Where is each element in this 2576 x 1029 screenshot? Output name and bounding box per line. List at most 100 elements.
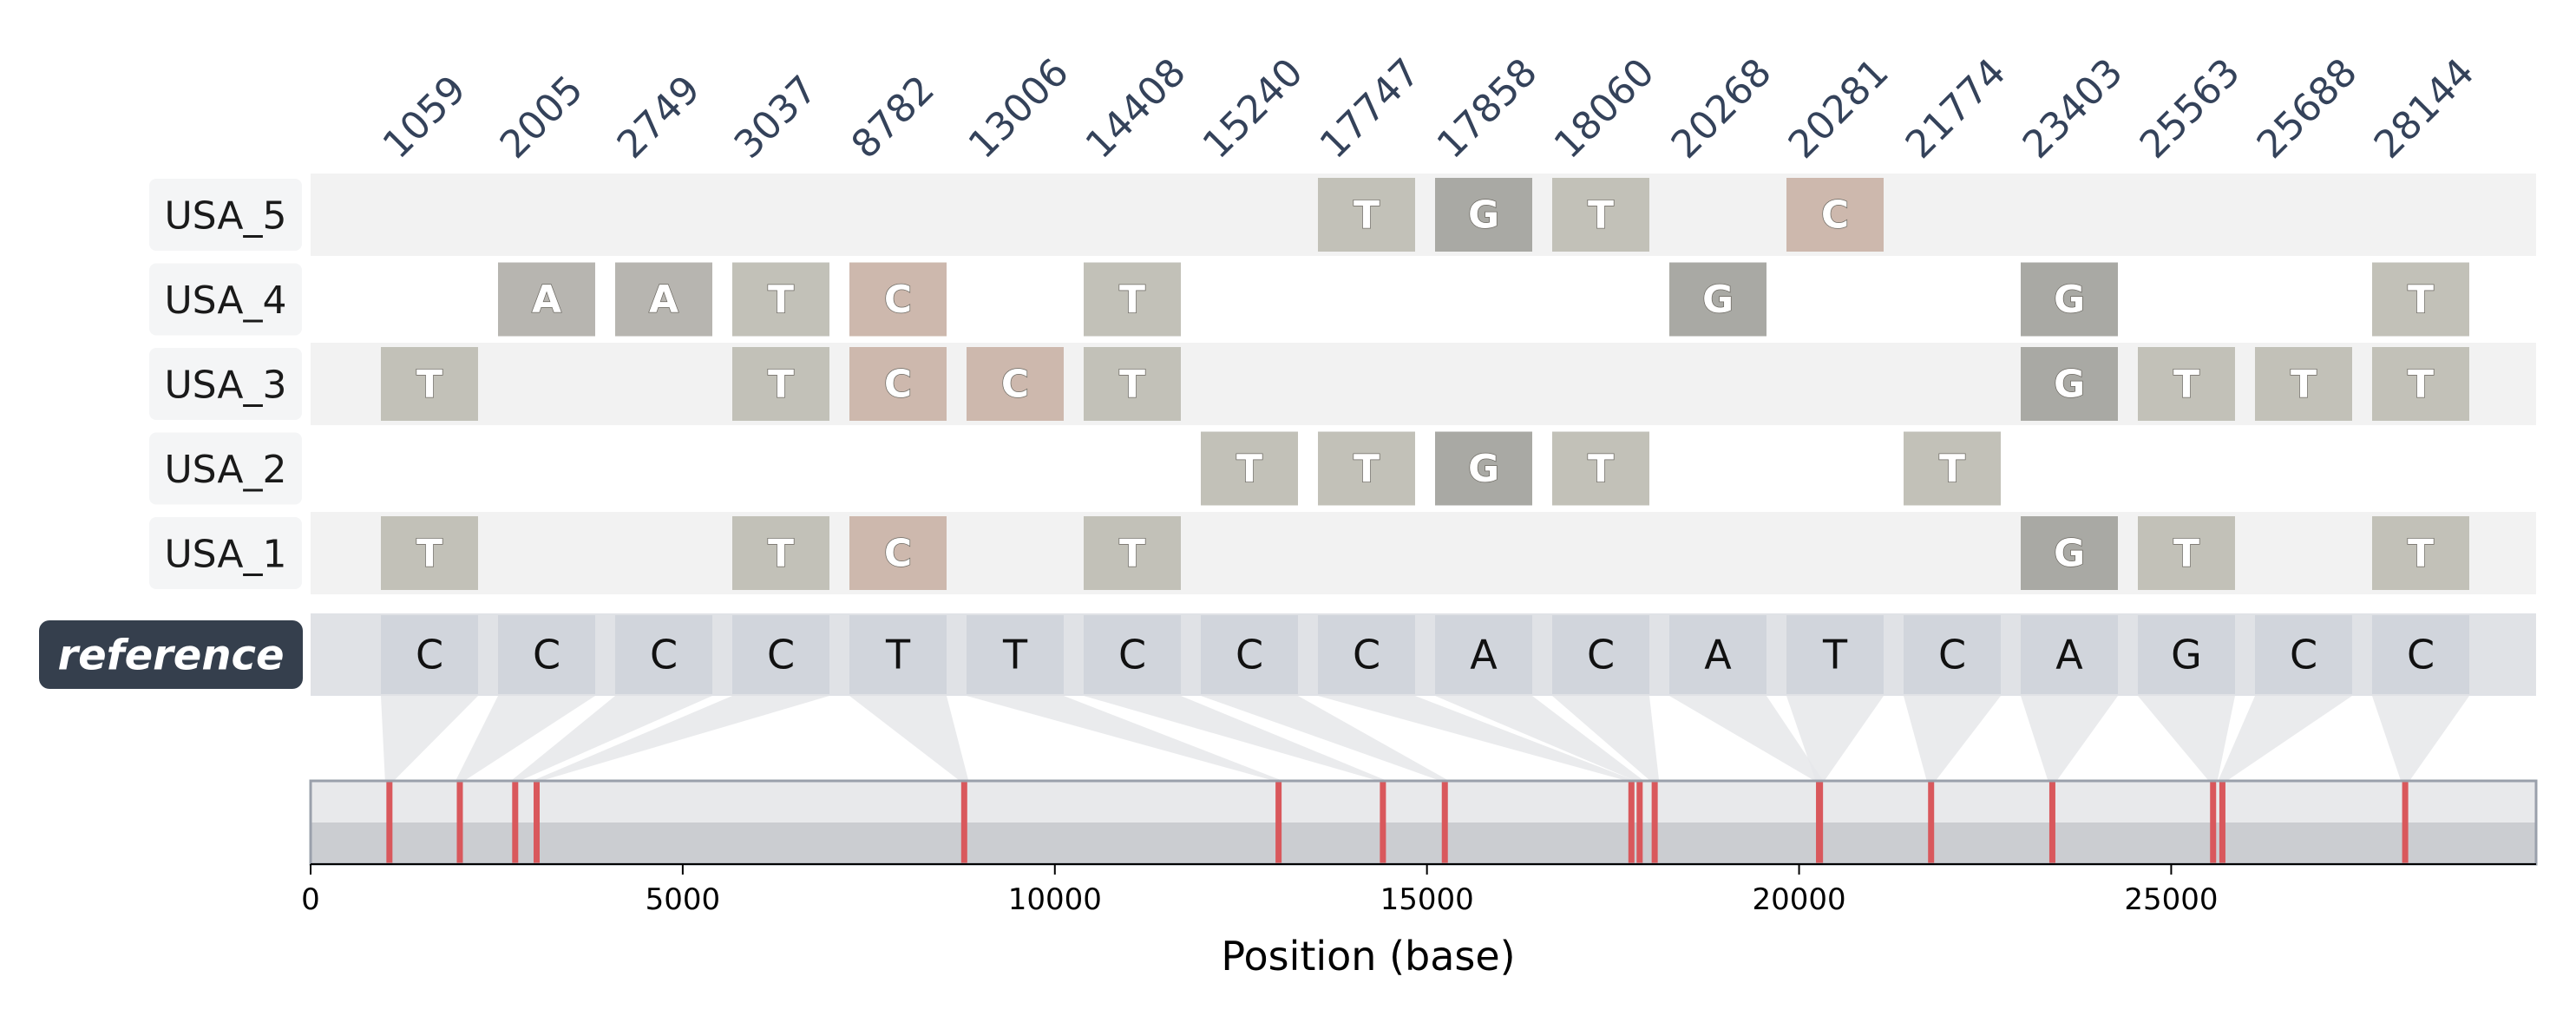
variant-cell xyxy=(732,262,829,337)
connector-17747 xyxy=(1318,696,1636,781)
connector-18060 xyxy=(1552,696,1660,781)
variant-base: G xyxy=(2054,363,2085,407)
variant-base: C xyxy=(1821,193,1849,238)
variant-base: T xyxy=(1588,193,1614,238)
variant-cell xyxy=(1318,431,1415,506)
row-label-bg xyxy=(149,179,302,251)
row-label-usa_2: USA_2 xyxy=(164,448,286,492)
connector-13006 xyxy=(967,696,1283,781)
variant-base: T xyxy=(768,532,794,576)
variant-cell xyxy=(381,516,478,590)
reference-cell xyxy=(849,615,947,694)
position-label-2749: 2749 xyxy=(609,68,709,167)
x-tick-label-20000: 20000 xyxy=(1752,882,1845,917)
reference-cell xyxy=(1435,615,1532,694)
variant-cell xyxy=(498,262,595,337)
connector-1059 xyxy=(381,696,478,781)
variant-base: T xyxy=(1588,447,1614,491)
variant-cell xyxy=(2021,516,2118,590)
genome-bar-bottom xyxy=(311,823,2536,864)
variant-cell xyxy=(1318,178,1415,252)
x-tick-label-10000: 10000 xyxy=(1008,882,1102,917)
variant-cell xyxy=(1084,516,1181,590)
variant-cell xyxy=(849,347,947,421)
variant-cell xyxy=(1084,262,1181,337)
variant-cell xyxy=(2138,347,2235,421)
connector-3037 xyxy=(532,696,829,781)
snp-marker-17747 xyxy=(1628,781,1635,864)
snp-marker-20281 xyxy=(1817,781,1824,864)
snp-marker-25688 xyxy=(2219,781,2225,864)
variant-cell xyxy=(2372,516,2469,590)
position-label-1059: 1059 xyxy=(375,68,475,167)
snp-marker-18060 xyxy=(1651,781,1658,864)
reference-cell xyxy=(2372,615,2469,694)
variant-cell xyxy=(1435,178,1532,252)
position-label-14408: 14408 xyxy=(1078,50,1195,167)
connector-20281 xyxy=(1786,696,1884,781)
reference-cell xyxy=(1669,615,1766,694)
snp-marker-2749 xyxy=(512,781,519,864)
reference-base: C xyxy=(1587,632,1615,678)
variant-base: T xyxy=(768,278,794,322)
connector-21774 xyxy=(1904,696,2001,781)
position-label-2005: 2005 xyxy=(492,68,592,167)
variant-cell xyxy=(1669,262,1766,337)
reference-base: C xyxy=(1236,632,1263,678)
variant-base: T xyxy=(2408,278,2434,322)
variant-cell xyxy=(967,347,1064,421)
variant-base: T xyxy=(768,363,794,407)
snp-marker-2005 xyxy=(456,781,463,864)
reference-cell xyxy=(2021,615,2118,694)
variant-base: T xyxy=(2291,363,2317,407)
variant-cell xyxy=(2372,262,2469,337)
row-label-usa_5: USA_5 xyxy=(164,194,286,239)
variant-base: T xyxy=(2408,532,2434,576)
reference-base: C xyxy=(1118,632,1146,678)
variant-base: C xyxy=(884,363,912,407)
reference-cell xyxy=(732,615,829,694)
reference-base: G xyxy=(2171,632,2202,678)
variant-cell xyxy=(2255,347,2352,421)
reference-base: C xyxy=(1938,632,1966,678)
reference-badge xyxy=(39,620,303,689)
reference-cell xyxy=(2138,615,2235,694)
variant-cell xyxy=(732,516,829,590)
position-label-23403: 23403 xyxy=(2015,50,2132,167)
row-label-bg xyxy=(149,432,302,505)
snp-marker-17858 xyxy=(1636,781,1643,864)
snp-marker-8782 xyxy=(960,781,967,864)
position-label-18060: 18060 xyxy=(1546,50,1663,167)
connector-2749 xyxy=(510,696,712,781)
variant-base: G xyxy=(1468,447,1499,491)
row-label-bg xyxy=(149,348,302,420)
variant-base: T xyxy=(1236,447,1262,491)
row-label-bg xyxy=(149,263,302,336)
variant-cell xyxy=(2021,347,2118,421)
connector-25563 xyxy=(2138,696,2235,781)
variant-base: G xyxy=(1702,278,1734,322)
variant-cell xyxy=(1552,431,1649,506)
variant-base: T xyxy=(416,532,442,576)
connector-15240 xyxy=(1201,696,1450,781)
reference-base: A xyxy=(2055,632,2083,678)
reference-cell xyxy=(2255,615,2352,694)
reference-cell xyxy=(1904,615,2001,694)
variant-cell xyxy=(381,347,478,421)
reference-base: A xyxy=(1470,632,1498,678)
reference-row: reference C C C C T T C C C A C A T C A G C C xyxy=(39,613,2536,696)
snp-marker-15240 xyxy=(1441,781,1448,864)
row-label-usa_1: USA_1 xyxy=(164,533,286,577)
position-label-28144: 28144 xyxy=(2366,50,2483,167)
variant-cell xyxy=(1552,178,1649,252)
variant-cell xyxy=(615,262,712,337)
position-label-25688: 25688 xyxy=(2249,50,2366,167)
position-label-20281: 20281 xyxy=(1780,50,1898,167)
variant-cell xyxy=(2372,347,2469,421)
row-label-usa_4: USA_4 xyxy=(164,279,286,323)
reference-base: A xyxy=(1704,632,1732,678)
position-label-3037: 3037 xyxy=(726,68,826,167)
variant-cell xyxy=(1435,431,1532,506)
variant-base: T xyxy=(1119,278,1145,322)
